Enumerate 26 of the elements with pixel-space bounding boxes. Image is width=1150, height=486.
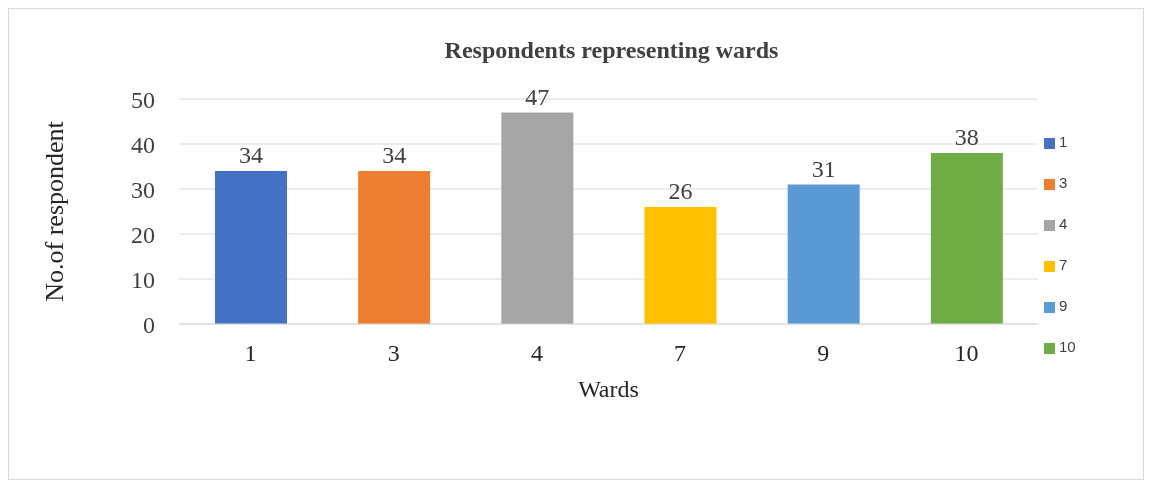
x-tick-label: 9: [817, 340, 830, 367]
chart-title: Respondents representing wards: [443, 37, 780, 64]
x-axis-title: Wards: [578, 376, 639, 402]
legend-label: 7: [1059, 256, 1068, 273]
x-tick-label: 3: [387, 340, 400, 367]
x-tick-label: 1: [244, 340, 257, 367]
x-tick-label: 7: [674, 340, 687, 367]
y-axis-title: No.of respondent: [40, 120, 70, 302]
legend-label: 9: [1059, 297, 1068, 314]
legend-label: 3: [1059, 174, 1068, 191]
y-tick-label: 50: [131, 86, 155, 113]
x-tick-label: 10: [954, 340, 979, 367]
x-tick-label: 4: [530, 340, 543, 367]
y-tick-label: 40: [131, 131, 155, 158]
data-label: 47: [525, 83, 550, 110]
data-label: 34: [239, 142, 263, 168]
y-tick-label: 0: [143, 311, 155, 338]
data-label: 38: [954, 124, 979, 150]
y-tick-label: 20: [131, 221, 155, 248]
data-label: 34: [382, 142, 407, 168]
y-tick-label: 30: [131, 176, 155, 203]
legend-label: 1: [1059, 133, 1068, 150]
data-label: 31: [811, 155, 836, 182]
y-tick-label: 10: [131, 266, 155, 293]
data-label: 26: [668, 178, 693, 204]
legend-label: 4: [1059, 215, 1068, 232]
